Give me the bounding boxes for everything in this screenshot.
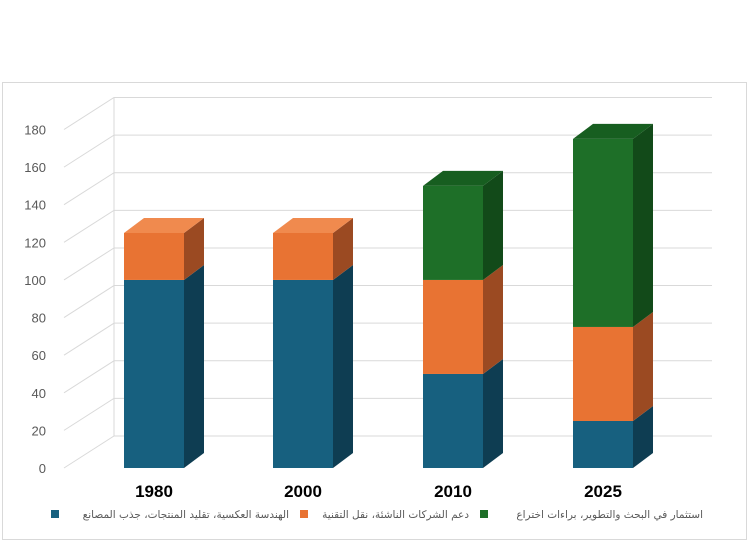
bar-top (573, 123, 653, 139)
bar-front (124, 279, 184, 468)
legend-label: الهندسة العكسية، تقليد المنتجات، جذب الم… (83, 509, 289, 521)
bar-top (124, 217, 204, 233)
bar-segment (124, 264, 204, 468)
x-axis-labels: 1980 2000 2010 2025 (135, 482, 622, 501)
legend-item: استثمار في البحث والتطوير، براءات اختراع (480, 509, 703, 521)
y-tick-label: 180 (24, 123, 46, 138)
bar-side (483, 170, 503, 280)
y-tick-label: 160 (24, 160, 46, 175)
x-category-label: 1980 (135, 482, 173, 501)
bar-front (273, 232, 333, 280)
bar-side (483, 264, 503, 374)
y-tick-label: 120 (24, 235, 46, 250)
x-category-label: 2025 (584, 482, 622, 501)
bar-side (333, 217, 353, 280)
bar-segment (124, 217, 204, 280)
bar-segment (573, 123, 653, 327)
legend: الهندسة العكسية، تقليد المنتجات، جذب الم… (51, 509, 703, 521)
bar-front (423, 373, 483, 468)
bar-front (573, 138, 633, 327)
bar-top (273, 217, 353, 233)
bar-top (423, 170, 503, 186)
bar-segment (273, 264, 353, 468)
legend-swatch (51, 510, 59, 518)
bar-side (483, 358, 503, 468)
legend-label: دعم الشركات الناشئة، نقل التقنية (322, 509, 469, 521)
bar-segment (423, 264, 503, 374)
y-tick-label: 140 (24, 198, 46, 213)
legend-label: استثمار في البحث والتطوير، براءات اختراع (516, 509, 703, 521)
y-tick-label: 100 (24, 273, 46, 288)
bar-side (333, 264, 353, 468)
bar-front (124, 232, 184, 280)
bar-front (573, 420, 633, 468)
x-category-label: 2000 (284, 482, 322, 501)
x-category-label: 2010 (434, 482, 472, 501)
bar-side (633, 311, 653, 421)
bar-segment (573, 405, 653, 468)
bar-side (184, 264, 204, 468)
bar-side (184, 217, 204, 280)
bar-front (573, 326, 633, 421)
legend-item: الهندسة العكسية، تقليد المنتجات، جذب الم… (51, 509, 289, 521)
y-tick-label: 60 (32, 348, 46, 363)
legend-item: دعم الشركات الناشئة، نقل التقنية (300, 509, 469, 521)
bar-segment (273, 217, 353, 280)
y-tick-label: 80 (32, 311, 46, 326)
bar-segment (573, 311, 653, 421)
y-tick-label: 40 (32, 386, 46, 401)
y-tick-label: 0 (39, 461, 46, 476)
gridlines (63, 97, 712, 469)
bar-segment (423, 358, 503, 468)
y-tick-label: 20 (32, 423, 46, 438)
bar-front (273, 279, 333, 468)
bar-side (633, 405, 653, 468)
y-axis-ticks: 0 20 40 60 80 100 120 140 160 180 (24, 123, 46, 476)
bar-front (423, 185, 483, 280)
legend-swatch (300, 510, 308, 518)
bars (124, 123, 653, 468)
legend-swatch (480, 510, 488, 518)
bar-segment (423, 170, 503, 280)
bar-side (633, 123, 653, 327)
bar-front (423, 279, 483, 374)
